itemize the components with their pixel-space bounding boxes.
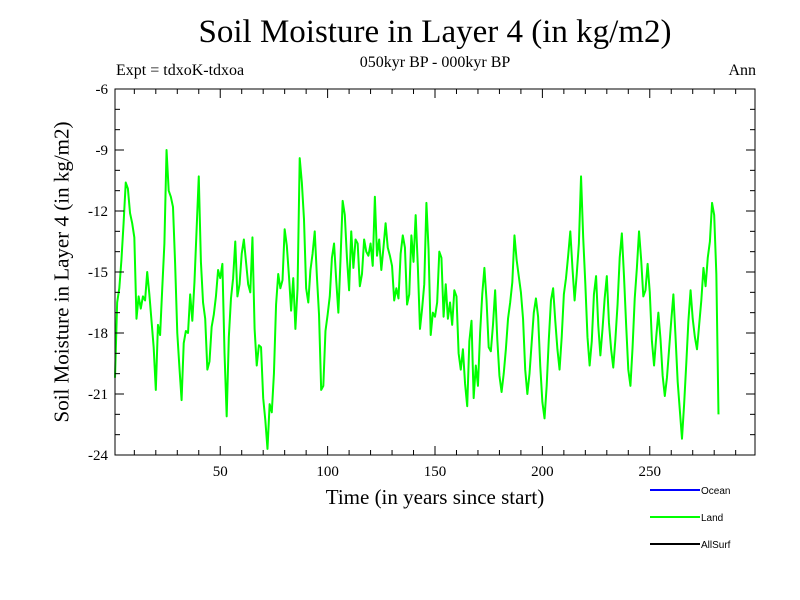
- y-tick-label: -24: [88, 448, 108, 464]
- y-tick-label: -18: [88, 326, 108, 342]
- experiment-label: Expt = tdxoK-tdxoa: [116, 62, 245, 79]
- season-label: Ann: [728, 62, 756, 79]
- plot-frame: [114, 88, 756, 456]
- y-tick-label: -12: [88, 204, 108, 220]
- y-tick-label: -9: [96, 143, 109, 159]
- chart-subtitle: 050kyr BP - 000kyr BP: [359, 54, 511, 71]
- x-tick-label: 150: [424, 464, 447, 480]
- y-tick-label: -21: [88, 387, 108, 403]
- y-tick-label: -6: [96, 82, 109, 98]
- y-tick-label: -15: [88, 265, 108, 281]
- legend-label-land: Land: [701, 513, 723, 524]
- legend-label-ocean: Ocean: [701, 486, 730, 497]
- x-axis-label: Time (in years since start): [325, 485, 545, 509]
- x-tick-label: 250: [639, 464, 662, 480]
- legend-label-allsurf: AllSurf: [701, 540, 731, 551]
- series-line-land: [114, 149, 720, 450]
- x-tick-label: 200: [531, 464, 554, 480]
- x-tick-label: 100: [316, 464, 339, 480]
- chart-title: Soil Moisture in Layer 4 (in kg/m2): [198, 14, 672, 50]
- x-tick-label: 50: [213, 464, 228, 480]
